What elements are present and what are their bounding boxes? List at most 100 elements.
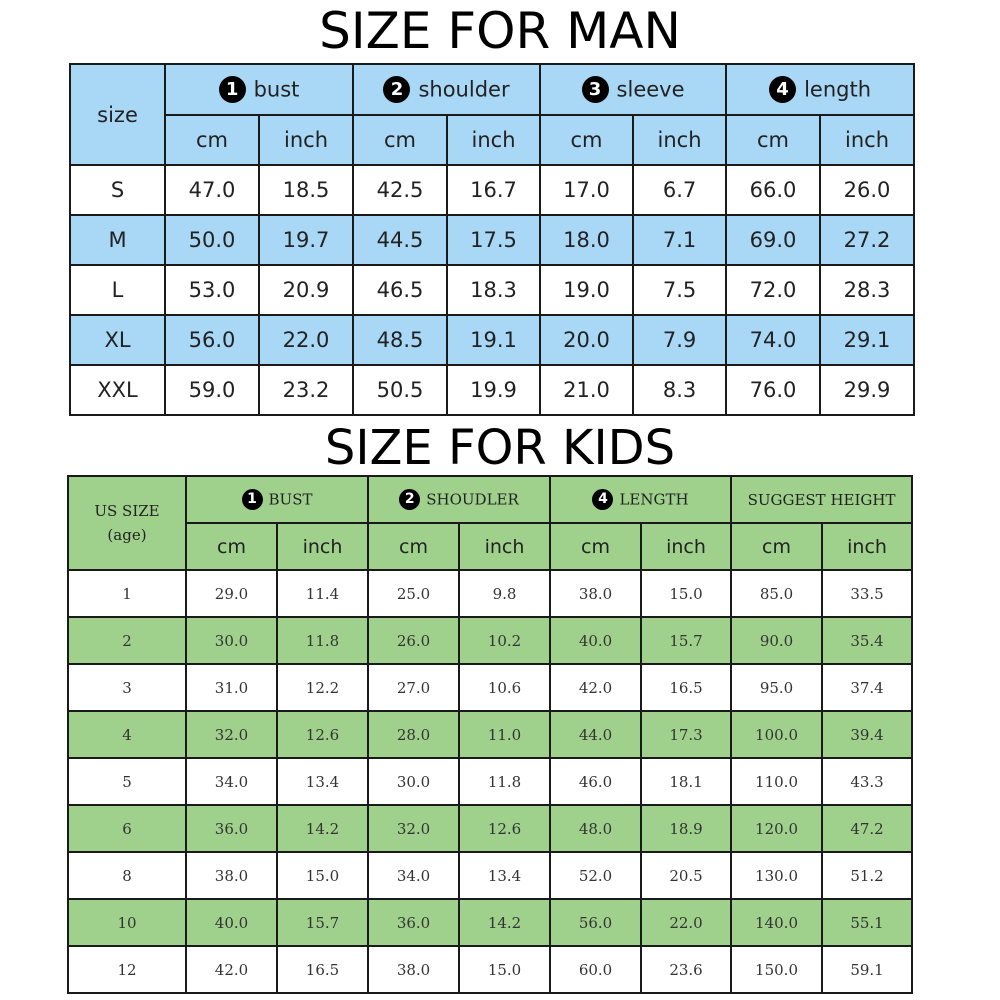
table-cell: 10.2 bbox=[458, 616, 552, 665]
table-cell: 17.0 bbox=[539, 164, 635, 216]
table-cell: 47.0 bbox=[164, 164, 260, 216]
table-cell: 10.6 bbox=[458, 663, 552, 712]
table-cell: 44.5 bbox=[352, 214, 449, 266]
unit-header: cm bbox=[185, 522, 278, 571]
table-cell: 38.0 bbox=[185, 851, 278, 900]
table-cell: 66.0 bbox=[725, 164, 822, 216]
table-cell: 5 bbox=[67, 757, 187, 806]
table-cell: 26.0 bbox=[367, 616, 461, 665]
shoulder-header: 2 SHOUDLER bbox=[367, 475, 552, 524]
table-cell: 74.0 bbox=[725, 314, 822, 366]
table-row: 12 42.0 16.5 38.0 15.0 60.0 23.6 150.0 59.1 bbox=[67, 945, 914, 994]
table-cell: 34.0 bbox=[367, 851, 461, 900]
table-cell: 31.0 bbox=[185, 663, 278, 712]
table-cell: 37.4 bbox=[821, 663, 914, 712]
table-row: 6 36.0 14.2 32.0 12.6 48.0 18.9 120.0 47.2 bbox=[67, 804, 914, 853]
table-cell: 7.5 bbox=[632, 264, 728, 316]
table-cell: 36.0 bbox=[185, 804, 278, 853]
table-cell: 43.3 bbox=[821, 757, 914, 806]
table-cell: 13.4 bbox=[458, 851, 552, 900]
table-row: 1 29.0 11.4 25.0 9.8 38.0 15.0 85.0 33.5 bbox=[67, 569, 914, 618]
man-title: SIZE FOR MAN bbox=[319, 2, 681, 60]
unit-header: cm bbox=[539, 114, 635, 166]
table-cell: 21.0 bbox=[539, 364, 635, 416]
table-cell: 150.0 bbox=[730, 945, 824, 994]
table-cell: 18.3 bbox=[446, 264, 542, 316]
table-cell: 39.4 bbox=[821, 710, 914, 759]
table-cell: 19.9 bbox=[446, 364, 542, 416]
table-cell: 46.0 bbox=[549, 757, 643, 806]
table-cell: XXL bbox=[69, 364, 166, 416]
table-cell: 15.0 bbox=[640, 569, 733, 618]
table-cell: 30.0 bbox=[185, 616, 278, 665]
table-cell: 20.0 bbox=[539, 314, 635, 366]
table-cell: 120.0 bbox=[730, 804, 824, 853]
number-3-icon: 3 bbox=[581, 76, 609, 103]
table-cell: 12 bbox=[67, 945, 187, 994]
table-cell: 4 bbox=[67, 710, 187, 759]
table-cell: 19.1 bbox=[446, 314, 542, 366]
table-cell: 17.5 bbox=[446, 214, 542, 266]
table-row: M 50.0 19.7 44.5 17.5 18.0 7.1 69.0 27.2 bbox=[69, 214, 916, 266]
table-cell: 12.6 bbox=[458, 804, 552, 853]
table-cell: 19.0 bbox=[539, 264, 635, 316]
table-cell: 18.1 bbox=[640, 757, 733, 806]
table-cell: 14.2 bbox=[275, 804, 370, 853]
table-cell: 15.7 bbox=[275, 898, 370, 947]
table-cell: 25.0 bbox=[367, 569, 461, 618]
unit-header: inch bbox=[819, 114, 916, 166]
table-cell: 11.8 bbox=[275, 616, 370, 665]
unit-header: inch bbox=[257, 114, 355, 166]
table-cell: 8 bbox=[67, 851, 187, 900]
number-1-icon: 1 bbox=[241, 489, 263, 510]
table-cell: 23.2 bbox=[257, 364, 355, 416]
table-cell: 13.4 bbox=[275, 757, 370, 806]
table-cell: 26.0 bbox=[819, 164, 916, 216]
table-cell: 27.0 bbox=[367, 663, 461, 712]
us-size-header: US SIZE (age) bbox=[67, 475, 187, 571]
table-cell: 14.2 bbox=[458, 898, 552, 947]
number-4-icon: 4 bbox=[592, 489, 614, 510]
table-cell: 16.7 bbox=[446, 164, 542, 216]
table-cell: XL bbox=[69, 314, 166, 366]
table-cell: 29.1 bbox=[819, 314, 916, 366]
unit-header: cm bbox=[367, 522, 461, 571]
table-cell: 3 bbox=[67, 663, 187, 712]
table-cell: 85.0 bbox=[730, 569, 824, 618]
bust-header: 1 BUST bbox=[184, 475, 370, 524]
table-cell: 36.0 bbox=[367, 898, 461, 947]
table-cell: 22.0 bbox=[257, 314, 355, 366]
table-cell: 60.0 bbox=[549, 945, 643, 994]
table-cell: 20.9 bbox=[257, 264, 355, 316]
table-cell: 16.5 bbox=[275, 945, 370, 994]
table-cell: 11.0 bbox=[458, 710, 552, 759]
table-cell: 40.0 bbox=[549, 616, 643, 665]
table-cell: 110.0 bbox=[730, 757, 824, 806]
unit-header: cm bbox=[352, 114, 449, 166]
table-cell: 32.0 bbox=[367, 804, 461, 853]
length-header: 4 LENGTH bbox=[549, 475, 733, 524]
table-cell: 15.7 bbox=[640, 616, 733, 665]
number-4-icon: 4 bbox=[769, 76, 797, 103]
table-cell: 72.0 bbox=[725, 264, 822, 316]
unit-header: cm bbox=[549, 522, 643, 571]
table-cell: 20.5 bbox=[640, 851, 733, 900]
table-row: 2 30.0 11.8 26.0 10.2 40.0 15.7 90.0 35.4 bbox=[67, 616, 914, 665]
table-cell: 16.5 bbox=[640, 663, 733, 712]
table-cell: 42.0 bbox=[549, 663, 643, 712]
table-cell: 35.4 bbox=[821, 616, 914, 665]
table-cell: 1 bbox=[67, 569, 187, 618]
table-cell: 130.0 bbox=[730, 851, 824, 900]
table-cell: 42.0 bbox=[185, 945, 278, 994]
table-cell: 46.5 bbox=[352, 264, 449, 316]
table-cell: 18.5 bbox=[257, 164, 355, 216]
table-cell: 11.4 bbox=[275, 569, 370, 618]
unit-header: inch bbox=[821, 522, 914, 571]
unit-header: inch bbox=[632, 114, 728, 166]
table-cell: 6.7 bbox=[632, 164, 728, 216]
table-cell: 8.3 bbox=[632, 364, 728, 416]
table-cell: 100.0 bbox=[730, 710, 824, 759]
sleeve-header: 3 sleeve bbox=[539, 63, 728, 116]
unit-header: cm bbox=[164, 114, 260, 166]
table-cell: 7.1 bbox=[632, 214, 728, 266]
